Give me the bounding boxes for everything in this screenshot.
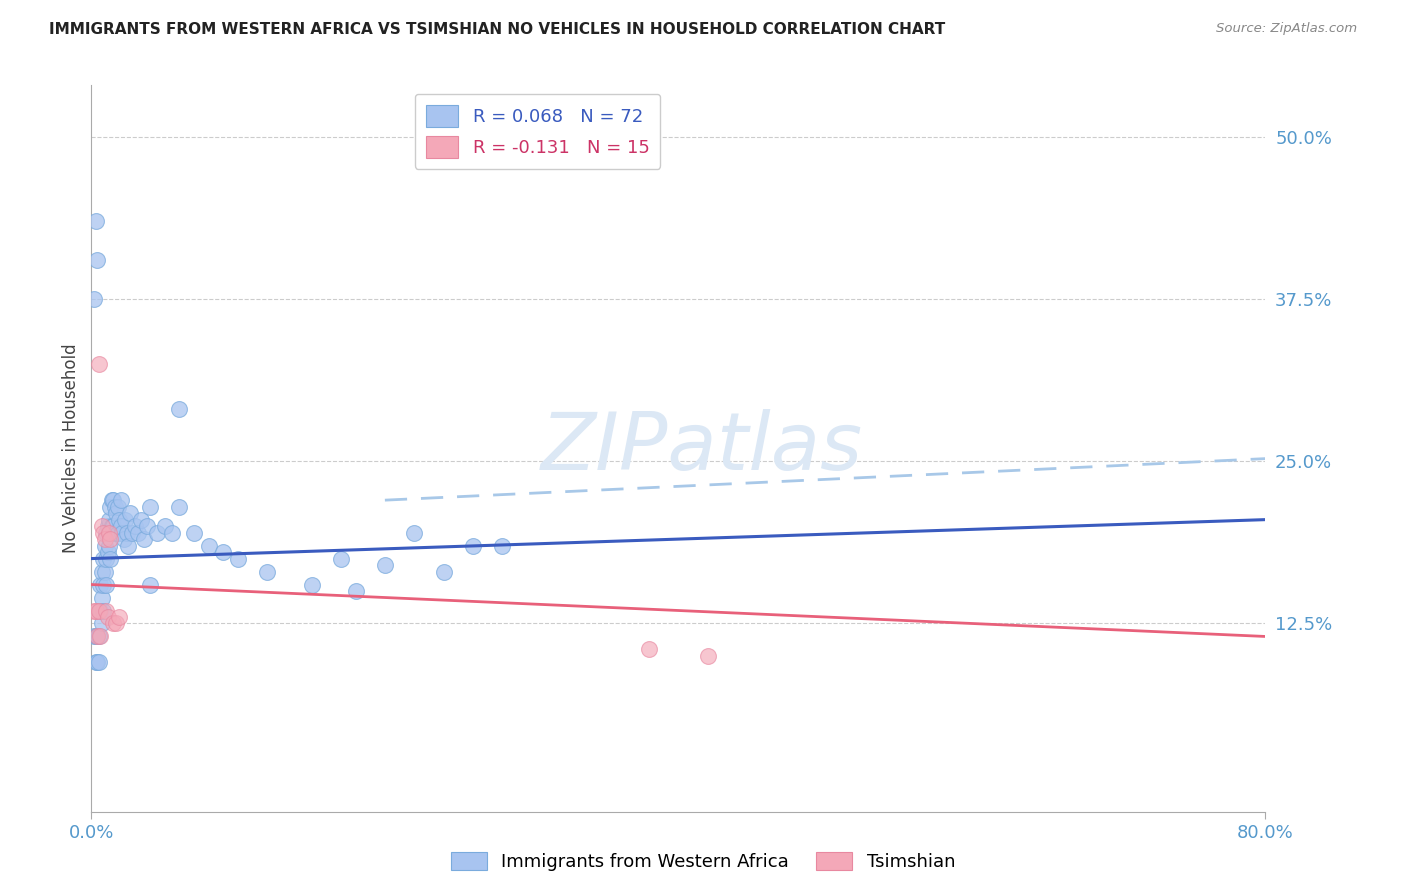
Point: [491, 539, 513, 553]
Point: [100, 500, 122, 514]
Point: [86, 630, 108, 644]
Point: [89, 577, 111, 591]
Point: [93, 539, 115, 553]
Point: [100, 525, 122, 540]
Point: [86, 656, 108, 670]
Point: [90, 565, 112, 579]
Text: ZIPatlas: ZIPatlas: [541, 409, 863, 487]
Point: [94, 577, 117, 591]
Point: [87, 603, 110, 617]
Point: [118, 506, 141, 520]
Point: [169, 500, 191, 514]
Point: [105, 616, 128, 631]
Point: [83, 630, 105, 644]
Point: [212, 545, 235, 559]
Point: [404, 525, 426, 540]
Point: [83, 292, 105, 306]
Point: [91, 525, 114, 540]
Point: [108, 610, 131, 624]
Point: [84, 656, 107, 670]
Point: [139, 577, 162, 591]
Point: [461, 539, 484, 553]
Point: [104, 500, 127, 514]
Point: [129, 513, 152, 527]
Point: [127, 525, 149, 540]
Point: [110, 519, 132, 533]
Point: [103, 493, 125, 508]
Point: [87, 357, 110, 371]
Point: [107, 500, 129, 514]
Point: [638, 642, 661, 657]
Point: [94, 603, 117, 617]
Text: IMMIGRANTS FROM WESTERN AFRICA VS TSIMSHIAN NO VEHICLES IN HOUSEHOLD CORRELATION: IMMIGRANTS FROM WESTERN AFRICA VS TSIMSH…: [49, 22, 945, 37]
Point: [98, 525, 121, 540]
Point: [134, 532, 156, 546]
Point: [84, 603, 107, 617]
Point: [87, 630, 110, 644]
Point: [110, 493, 132, 508]
Point: [301, 577, 323, 591]
Point: [91, 551, 114, 566]
Point: [86, 252, 108, 267]
Point: [93, 532, 115, 546]
Point: [87, 603, 110, 617]
Point: [696, 648, 718, 663]
Point: [114, 513, 136, 527]
Point: [96, 519, 118, 533]
Point: [101, 493, 124, 508]
Point: [329, 551, 352, 566]
Point: [90, 591, 112, 605]
Point: [124, 519, 146, 533]
Point: [84, 214, 107, 228]
Point: [90, 616, 112, 631]
Point: [104, 525, 127, 540]
Point: [83, 603, 105, 617]
Point: [84, 630, 107, 644]
Point: [96, 545, 118, 559]
Point: [103, 519, 125, 533]
Point: [121, 525, 143, 540]
Point: [153, 519, 176, 533]
Point: [108, 513, 131, 527]
Point: [197, 539, 219, 553]
Point: [117, 539, 139, 553]
Point: [256, 565, 278, 579]
Point: [91, 603, 114, 617]
Point: [89, 630, 111, 644]
Point: [226, 551, 249, 566]
Point: [432, 565, 454, 579]
Point: [107, 525, 129, 540]
Point: [103, 616, 125, 631]
Text: Source: ZipAtlas.com: Source: ZipAtlas.com: [1216, 22, 1357, 36]
Y-axis label: No Vehicles in Household: No Vehicles in Household: [62, 343, 80, 553]
Point: [111, 525, 134, 540]
Point: [374, 558, 396, 572]
Point: [146, 525, 169, 540]
Point: [94, 551, 117, 566]
Point: [98, 539, 121, 553]
Point: [91, 577, 114, 591]
Point: [90, 519, 112, 533]
Point: [86, 630, 108, 644]
Point: [344, 584, 367, 599]
Point: [89, 603, 111, 617]
Point: [100, 551, 122, 566]
Legend: R = 0.068   N = 72, R = -0.131   N = 15: R = 0.068 N = 72, R = -0.131 N = 15: [415, 94, 661, 169]
Point: [94, 525, 117, 540]
Point: [96, 610, 118, 624]
Point: [112, 532, 135, 546]
Point: [160, 525, 183, 540]
Point: [183, 525, 205, 540]
Point: [101, 519, 124, 533]
Point: [136, 519, 159, 533]
Point: [105, 506, 128, 520]
Point: [98, 513, 121, 527]
Legend: Immigrants from Western Africa, Tsimshian: Immigrants from Western Africa, Tsimshia…: [443, 845, 963, 879]
Point: [100, 532, 122, 546]
Point: [115, 525, 138, 540]
Point: [139, 500, 162, 514]
Point: [93, 565, 115, 579]
Point: [169, 402, 191, 417]
Point: [87, 656, 110, 670]
